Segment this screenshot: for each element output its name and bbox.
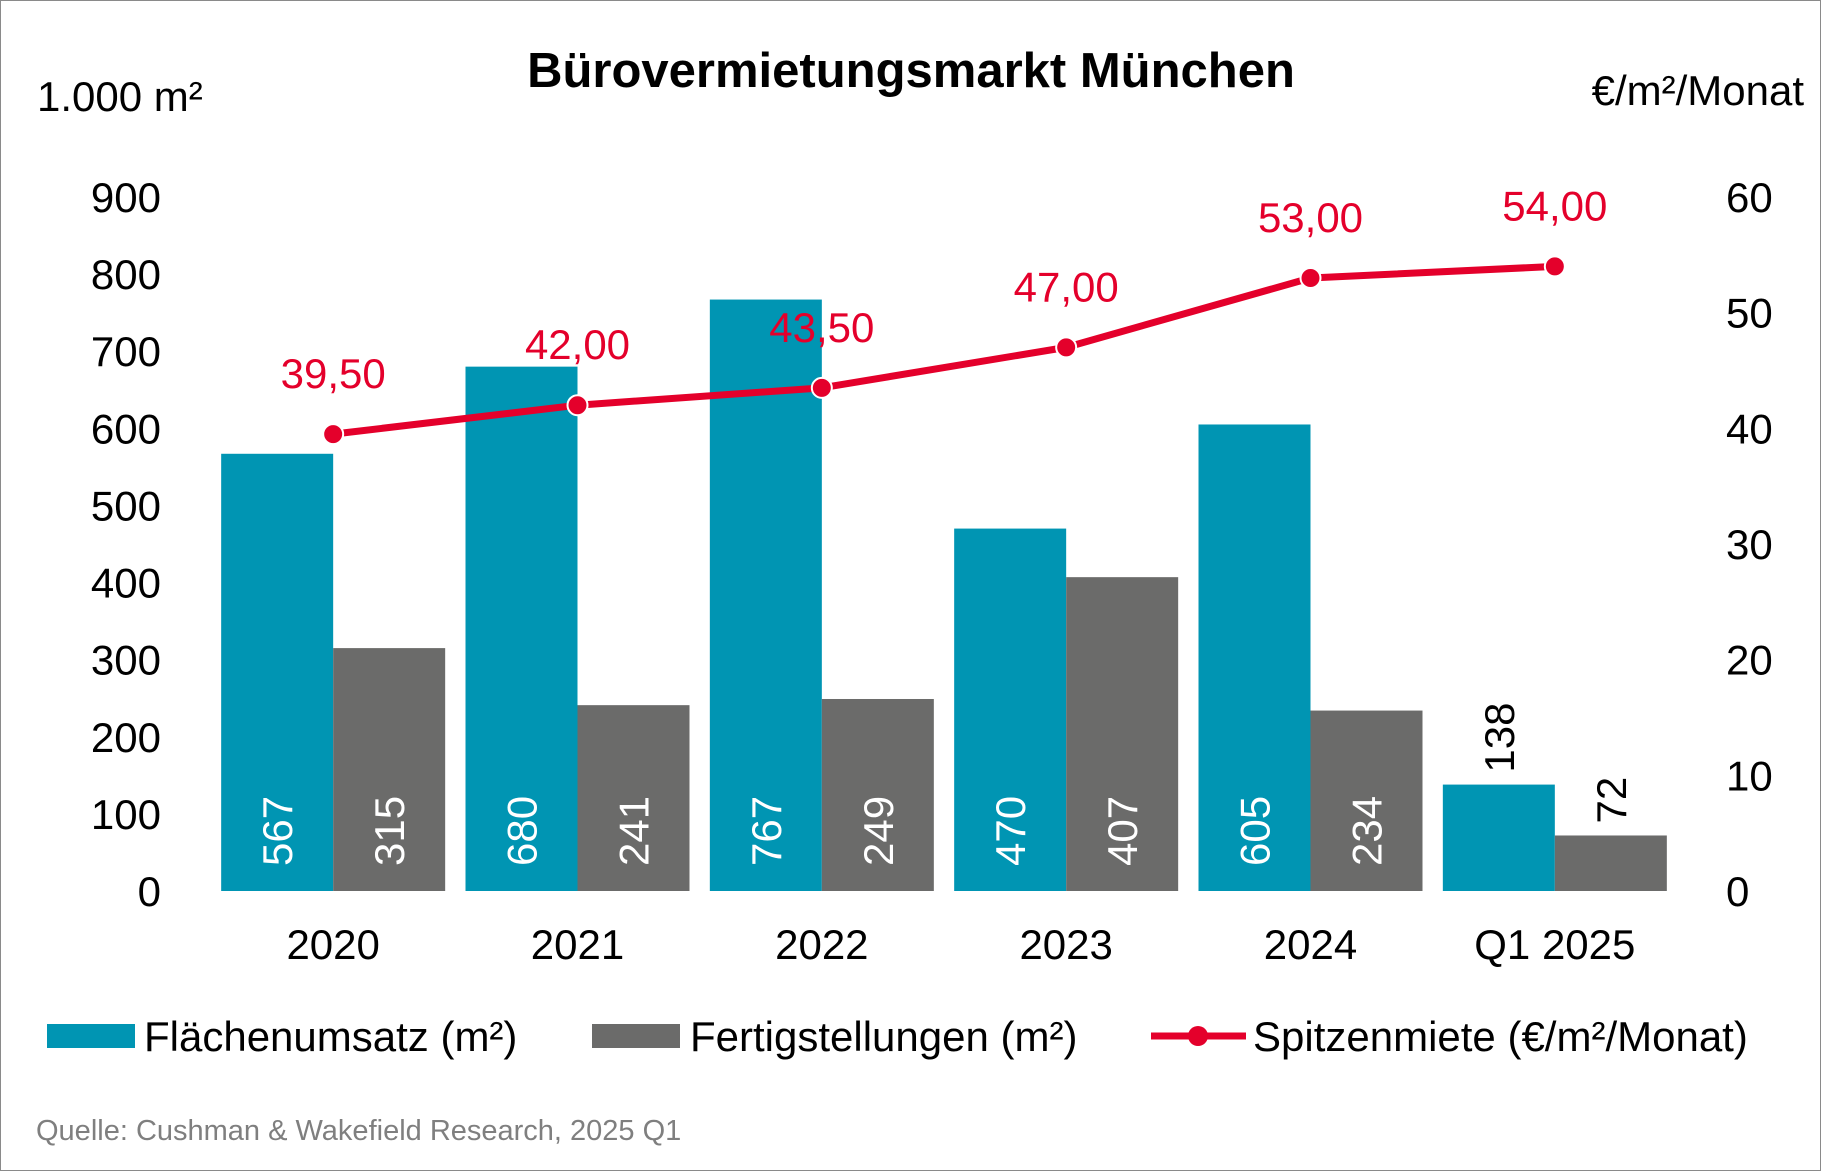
bar-value-label: 241: [611, 796, 658, 866]
rent-value-label: 42,00: [525, 321, 630, 368]
rent-line-point: [810, 376, 833, 399]
source-note: Quelle: Cushman & Wakefield Research, 20…: [36, 1115, 681, 1147]
rent-line-point: [1055, 336, 1078, 359]
bar-value-label: 72: [1588, 777, 1635, 824]
y-right-ticks: 0 10 20 30 40 50 60: [1726, 174, 1773, 915]
rent-line-labels: 39,50 42,00 43,50 47,00 53,00 54,00: [281, 182, 1608, 397]
bar-value-label: 249: [855, 796, 902, 866]
legend: Flächenumsatz (m²) Fertigstellungen (m²) S…: [47, 1013, 1748, 1060]
x-axis-category-label: 2020: [286, 921, 379, 968]
y-right-tick-label: 30: [1726, 521, 1773, 568]
bar-value-label: 470: [987, 796, 1034, 866]
y-left-tick-label: 0: [138, 868, 161, 915]
bar-value-label: 680: [499, 796, 546, 866]
y-right-tick-label: 60: [1726, 174, 1773, 221]
y-left-tick-label: 400: [91, 560, 161, 607]
rent-line-point: [566, 394, 589, 417]
legend-label-fertigstellungen: Fertigstellungen (m²): [690, 1013, 1077, 1060]
x-axis-category-label: 2024: [1264, 921, 1357, 968]
legend-swatch-flaechenumsatz: [47, 1024, 135, 1048]
y-left-axis-label: 1.000 m²: [37, 73, 203, 120]
bar-fertigstellungen: [333, 648, 446, 891]
bar-flaechenumsatz: [465, 366, 578, 892]
rent-value-label: 47,00: [1014, 263, 1119, 310]
y-left-tick-label: 200: [91, 714, 161, 761]
chart-title: Bürovermietungsmarkt München: [527, 44, 1295, 98]
rent-value-label: 53,00: [1258, 194, 1363, 241]
y-left-tick-label: 300: [91, 637, 161, 684]
y-right-tick-label: 20: [1726, 637, 1773, 684]
bar-fertigstellungen: [1554, 835, 1667, 891]
x-axis-categories: 2020 2021 2022 2023 2024 Q1 2025: [286, 921, 1635, 968]
bar-fertigstellungen: [577, 705, 690, 891]
rent-value-label: 54,00: [1502, 182, 1607, 229]
rent-line-path: [332, 262, 1555, 438]
rent-value-label: 39,50: [281, 350, 386, 397]
bar-value-label: 605: [1232, 796, 1279, 866]
bar-fertigstellungen: [1310, 710, 1423, 891]
x-axis-category-label: 2023: [1019, 921, 1112, 968]
y-right-tick-label: 10: [1726, 752, 1773, 799]
bar-value-label: 315: [366, 796, 413, 866]
x-axis-category-label: Q1 2025: [1474, 921, 1635, 968]
bar-value-label: 138: [1476, 703, 1523, 773]
y-right-tick-label: 0: [1726, 868, 1749, 915]
bar-value-label: 567: [254, 796, 301, 866]
bar-flaechenumsatz: [709, 299, 822, 892]
bar-fertigstellungen: [821, 698, 934, 891]
y-right-axis-label: €/m²/Monat: [1592, 67, 1805, 114]
rent-line: [322, 255, 1566, 446]
y-left-tick-label: 700: [91, 328, 161, 375]
bar-fertigstellungen: [1066, 577, 1179, 891]
bar-labels: 567 680 767 470 605 138 315 241 249 407 234 72: [254, 703, 1635, 866]
y-left-tick-label: 800: [91, 251, 161, 298]
bar-flaechenumsatz: [1198, 424, 1311, 891]
legend-label-flaechenumsatz: Flächenumsatz (m²): [144, 1013, 517, 1060]
rent-value-label: 43,50: [769, 304, 874, 351]
rent-line-point: [1543, 255, 1566, 278]
bar-value-label: 234: [1344, 796, 1391, 866]
y-left-tick-label: 900: [91, 174, 161, 221]
y-left-tick-label: 100: [91, 791, 161, 838]
rent-line-point: [1299, 266, 1322, 289]
bar-flaechenumsatz: [221, 453, 334, 891]
y-left-tick-label: 600: [91, 405, 161, 452]
y-right-tick-label: 50: [1726, 290, 1773, 337]
bars: [221, 299, 1667, 892]
x-axis-category-label: 2021: [531, 921, 624, 968]
y-right-tick-label: 40: [1726, 405, 1773, 452]
bar-flaechenumsatz: [1442, 784, 1555, 891]
rent-line-point: [322, 423, 345, 446]
y-left-ticks: 0 100 200 300 400 500 600 700 800 900: [91, 174, 161, 915]
y-left-tick-label: 500: [91, 482, 161, 529]
bar-flaechenumsatz: [954, 528, 1067, 891]
bar-value-label: 767: [743, 796, 790, 866]
bar-value-label: 407: [1099, 796, 1146, 866]
x-axis-category-label: 2022: [775, 921, 868, 968]
legend-label-spitzenmiete: Spitzenmiete (€/m²/Monat): [1253, 1013, 1748, 1060]
legend-swatch-spitzenmiete-marker: [1188, 1026, 1208, 1046]
legend-swatch-fertigstellungen: [592, 1024, 680, 1048]
